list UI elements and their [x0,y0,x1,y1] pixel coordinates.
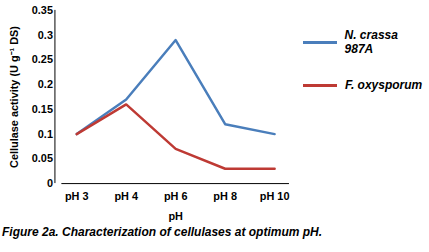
svg-text:Cellulase activity (U g⁻¹ DS): Cellulase activity (U g⁻¹ DS) [8,26,20,168]
svg-text:pH: pH [168,210,183,222]
html-text:F. oxysporum: F. oxysporum [344,78,423,92]
svg-text:pH 4: pH 4 [114,190,138,202]
svg-text:0.1: 0.1 [38,128,53,140]
svg-text:0.15: 0.15 [32,103,53,115]
svg-text:pH 3: pH 3 [65,190,89,202]
svg-text:0.35: 0.35 [32,4,53,16]
svg-text:0.3: 0.3 [38,29,53,41]
svg-text:0.25: 0.25 [32,53,53,65]
html-text:Figure 2a. Characterization of: Figure 2a. Characterization of cellulase… [2,224,323,239]
svg-text:0: 0 [47,177,53,189]
svg-text:0.2: 0.2 [38,78,53,90]
svg-text:pH 10: pH 10 [260,190,290,202]
svg-text:pH 6: pH 6 [164,190,188,202]
svg-text:pH 8: pH 8 [213,190,237,202]
svg-text:0.05: 0.05 [32,152,53,164]
html-text:N. crassa 987A: N. crassa 987A [344,28,398,56]
